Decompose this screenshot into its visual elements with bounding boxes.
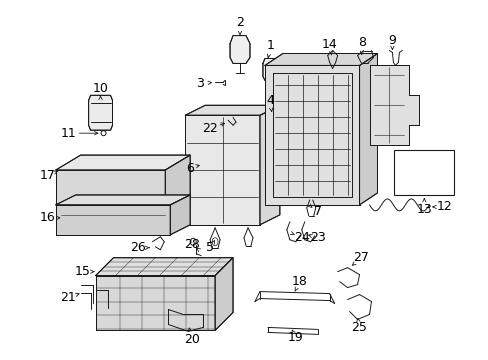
Text: 10: 10 — [92, 82, 108, 95]
Polygon shape — [359, 54, 377, 205]
Polygon shape — [369, 66, 419, 145]
Text: 15: 15 — [75, 265, 90, 278]
Text: 3: 3 — [196, 77, 203, 90]
Text: 2: 2 — [236, 16, 244, 29]
Text: 13: 13 — [416, 203, 431, 216]
Text: 6: 6 — [186, 162, 194, 175]
Polygon shape — [170, 195, 190, 235]
Polygon shape — [95, 258, 233, 276]
Polygon shape — [260, 105, 279, 225]
Polygon shape — [264, 54, 377, 66]
Text: 21: 21 — [60, 291, 76, 304]
Text: 7: 7 — [313, 205, 321, 219]
Polygon shape — [56, 155, 190, 170]
Polygon shape — [95, 276, 215, 330]
Text: 18: 18 — [291, 275, 307, 288]
Text: 19: 19 — [287, 331, 303, 344]
Polygon shape — [165, 155, 190, 215]
Polygon shape — [215, 258, 233, 330]
Polygon shape — [88, 95, 112, 130]
Text: 9: 9 — [387, 34, 396, 47]
Text: 14: 14 — [321, 38, 337, 51]
Text: 17: 17 — [40, 168, 56, 181]
Text: 4: 4 — [265, 94, 273, 107]
Text: 26: 26 — [130, 241, 146, 254]
Polygon shape — [264, 66, 359, 205]
Polygon shape — [185, 115, 260, 225]
Text: 11: 11 — [61, 127, 77, 140]
Text: 24: 24 — [293, 231, 309, 244]
Text: 22: 22 — [202, 122, 218, 135]
Polygon shape — [56, 205, 170, 235]
Polygon shape — [56, 170, 165, 215]
Text: 1: 1 — [266, 39, 274, 52]
Text: 16: 16 — [40, 211, 56, 224]
Text: 23: 23 — [309, 231, 325, 244]
Polygon shape — [229, 36, 249, 63]
Text: 8: 8 — [358, 36, 366, 49]
Text: 25: 25 — [351, 321, 367, 334]
Polygon shape — [263, 58, 276, 80]
Polygon shape — [185, 105, 279, 115]
Text: 27: 27 — [353, 251, 369, 264]
Text: 5: 5 — [206, 241, 214, 254]
Polygon shape — [56, 195, 190, 205]
Ellipse shape — [431, 171, 435, 175]
Text: 20: 20 — [184, 333, 200, 346]
Text: 12: 12 — [435, 201, 451, 213]
Text: 28: 28 — [184, 238, 200, 251]
Bar — [394, 150, 453, 195]
